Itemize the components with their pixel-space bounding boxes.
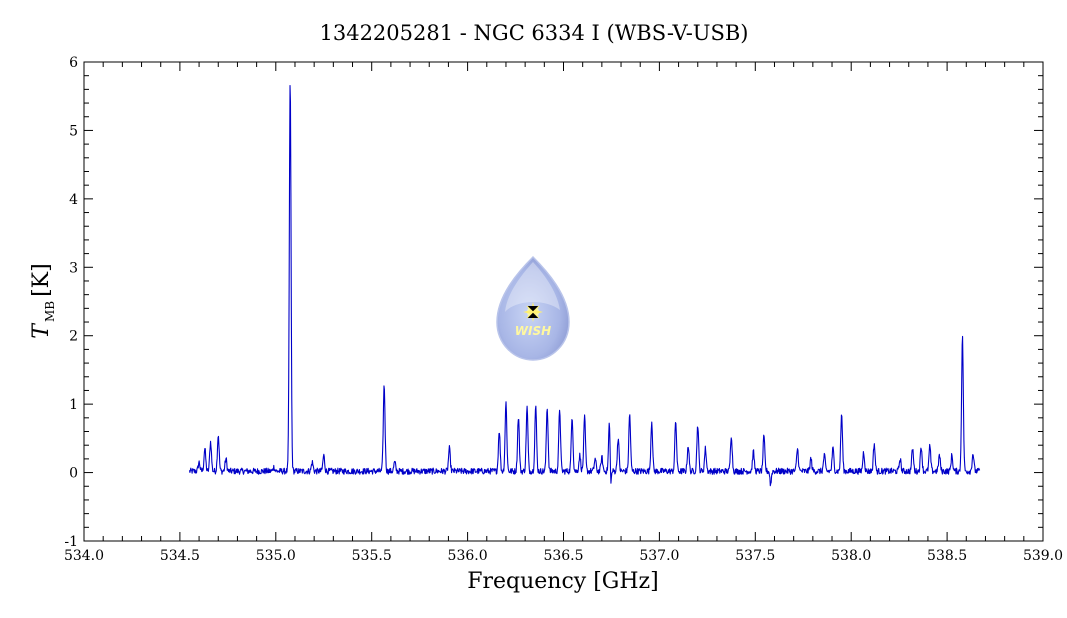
y-tick-label: 3 [69,260,78,276]
wish-logo: WISH [496,255,570,361]
x-tick-label: 538.0 [831,548,871,564]
y-axis-label: TMB [K] [29,263,57,338]
x-tick-label: 537.0 [639,548,679,564]
y-tick-label: -1 [64,534,78,550]
plot-frame [83,61,1044,542]
y-tick-label: 6 [69,55,78,71]
x-tick-label: 536.5 [543,548,583,564]
wish-logo-text: WISH [515,324,551,338]
x-tick-label: 534.0 [64,548,104,564]
x-tick-label: 536.0 [448,548,488,564]
y-tick-label: 1 [69,397,78,413]
svg-text:TMB[K]: TMB [K] [29,263,57,338]
y-tick-label: 4 [69,192,78,208]
spectrum-line [188,84,981,487]
y-tick-labels: -1 0 1 2 3 4 5 6 [64,55,78,550]
y-tick-label: 5 [69,123,78,139]
x-tick-label: 535.5 [352,548,392,564]
x-tick-label: 537.5 [735,548,775,564]
y-axis-label-main: T [29,322,54,339]
y-tick-label: 0 [69,466,78,482]
x-tick-label: 538.5 [927,548,967,564]
x-tick-labels: 534.0 534.5 535.0 535.5 536.0 536.5 537.0 537.5… [64,548,1063,564]
x-tick-label: 535.0 [256,548,296,564]
x-tick-label: 534.5 [160,548,200,564]
chart-title: 1342205281 - NGC 6334 I (WBS-V-USB) [319,21,748,45]
y-axis-label-unit: [K] [29,263,54,297]
y-tick-label: 2 [69,329,78,345]
y-axis-label-subscript: MB [43,301,57,322]
x-tick-label: 539.0 [1023,548,1063,564]
star-icon [523,302,543,322]
x-axis-label: Frequency [GHz] [467,569,659,594]
